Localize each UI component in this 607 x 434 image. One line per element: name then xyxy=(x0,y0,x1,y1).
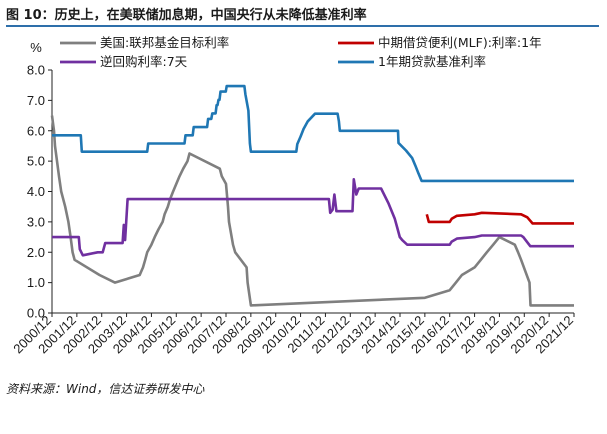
legend-label-2: 逆回购利率:7天 xyxy=(100,54,188,69)
legend-label-3: 1年期贷款基准利率 xyxy=(378,54,486,69)
source-note: 资料来源：Wind，信达证券研发中心 xyxy=(6,382,205,396)
y-tick-label: 6.0 xyxy=(27,123,45,138)
y-tick-label: 5.0 xyxy=(27,154,45,169)
y-tick-label: 1.0 xyxy=(27,275,45,290)
series-line-2 xyxy=(52,178,574,257)
y-tick-label: 4.0 xyxy=(27,184,45,199)
legend-label-0: 美国:联邦基金目标利率 xyxy=(100,35,229,50)
figure-title: 图 10：历史上，在美联储加息期，中国央行从未降低基准利率 xyxy=(6,8,367,23)
title-rule xyxy=(6,25,599,27)
y-tick-label: 3.0 xyxy=(27,214,45,229)
y-tick-label: 7.0 xyxy=(27,93,45,108)
legend-label-1: 中期借贷便利(MLF):利率:1年 xyxy=(378,35,542,50)
y-tick-label: 0.0 xyxy=(27,306,45,321)
y-tick-label: 2.0 xyxy=(27,245,45,260)
y-axis-unit: % xyxy=(30,40,42,55)
series-line-0 xyxy=(50,115,574,307)
series-line-3 xyxy=(52,84,574,183)
y-tick-label: 8.0 xyxy=(27,63,45,78)
series-line-1 xyxy=(425,211,574,225)
